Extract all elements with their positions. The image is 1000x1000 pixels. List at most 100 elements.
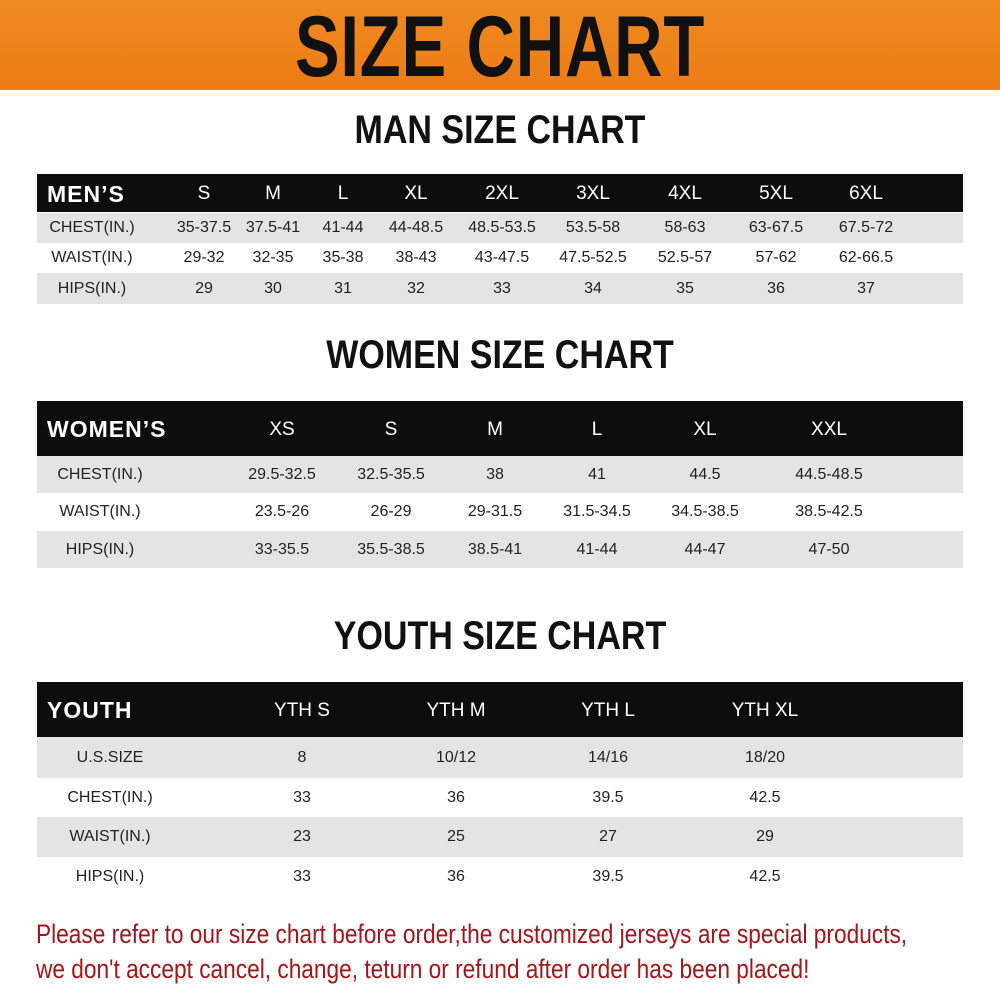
size-column-header: YTH XL xyxy=(731,699,799,721)
size-column-header: S xyxy=(384,418,398,440)
table-row: CHEST(IN.) 33 36 39.5 42.5 xyxy=(37,778,963,817)
table-cell: 42.5 xyxy=(749,868,781,885)
table-cell: 29.5-32.5 xyxy=(248,465,316,483)
table-cell: 35.5-38.5 xyxy=(357,540,425,558)
women-heading: WOMEN SIZE CHART xyxy=(326,333,674,377)
table-cell: 62-66.5 xyxy=(838,249,894,266)
size-column-header: 6XL xyxy=(849,183,883,204)
table-cell: 41-44 xyxy=(576,540,618,558)
table-cell: 63-67.5 xyxy=(748,219,804,236)
table-cell: 33-35.5 xyxy=(254,540,310,558)
table-row: HIPS(IN.) 33-35.5 35.5-38.5 38.5-41 41-44 44-… xyxy=(37,531,963,568)
men-heading: MAN SIZE CHART xyxy=(354,108,646,152)
men-header-label: MEN’S xyxy=(47,180,125,207)
table-cell: 48.5-53.5 xyxy=(468,219,536,236)
size-column-header: YTH L xyxy=(581,699,635,721)
table-cell: 58-63 xyxy=(664,219,706,236)
table-cell: 37 xyxy=(857,279,875,297)
table-cell: 35-37.5 xyxy=(176,219,232,236)
table-cell: 52.5-57 xyxy=(657,249,713,266)
table-cell: 18/20 xyxy=(744,748,786,766)
size-column-header: M xyxy=(265,183,281,204)
row-label: HIPS(IN.) xyxy=(75,868,145,885)
table-cell: 42.5 xyxy=(749,788,781,806)
notice-line-2: we don't accept cancel, change, teturn o… xyxy=(36,954,810,984)
row-label: WAIST(IN.) xyxy=(59,503,141,520)
table-cell: 38-43 xyxy=(395,249,437,266)
table-cell: 26-29 xyxy=(370,503,412,520)
table-row: WAIST(IN.) 29-32 32-35 35-38 38-43 43-47.5 47.… xyxy=(37,243,963,273)
table-cell: 44-48.5 xyxy=(388,219,444,236)
table-cell: 39.5 xyxy=(592,788,624,806)
table-cell: 36 xyxy=(447,788,465,806)
row-label: HIPS(IN.) xyxy=(57,279,127,297)
row-label: CHEST(IN.) xyxy=(49,219,135,236)
table-cell: 44.5 xyxy=(689,465,721,483)
size-column-header: 5XL xyxy=(759,183,793,204)
women-table-header: WOMEN’S XS S M L XL XXL xyxy=(37,401,963,456)
table-row: CHEST(IN.) 29.5-32.5 32.5-35.5 38 41 44.5 44.5… xyxy=(37,456,963,493)
table-cell: 29 xyxy=(195,279,213,297)
table-cell: 10/12 xyxy=(435,748,477,766)
table-cell: 35-38 xyxy=(322,249,364,266)
table-cell: 36 xyxy=(447,868,465,885)
table-cell: 29-32 xyxy=(183,249,225,266)
table-cell: 31 xyxy=(334,279,352,297)
table-cell: 47-50 xyxy=(808,540,850,558)
size-chart-banner: SIZE CHART xyxy=(0,0,1000,90)
table-cell: 34.5-38.5 xyxy=(671,503,739,520)
table-cell: 53.5-58 xyxy=(565,219,621,236)
row-label: WAIST(IN.) xyxy=(51,249,133,266)
table-cell: 37.5-41 xyxy=(245,219,301,236)
table-cell: 41 xyxy=(588,465,606,483)
size-column-header: XS xyxy=(269,418,295,440)
size-column-header: L xyxy=(337,183,349,204)
table-cell: 36 xyxy=(767,279,785,297)
table-cell: 57-62 xyxy=(755,249,797,266)
table-cell: 8 xyxy=(297,748,307,766)
table-cell: 34 xyxy=(584,279,602,297)
table-cell: 29 xyxy=(756,828,774,845)
size-column-header: 4XL xyxy=(668,183,702,204)
table-cell: 33 xyxy=(293,868,311,885)
table-row: HIPS(IN.) 29 30 31 32 33 34 35 36 37 xyxy=(37,273,963,304)
table-cell: 30 xyxy=(264,279,282,297)
row-label: HIPS(IN.) xyxy=(65,540,135,558)
table-cell: 31.5-34.5 xyxy=(563,503,631,520)
table-cell: 47.5-52.5 xyxy=(559,249,627,266)
size-column-header: M xyxy=(487,418,503,440)
table-cell: 44-47 xyxy=(684,540,726,558)
size-column-header: XXL xyxy=(811,418,847,440)
table-row: WAIST(IN.) 23 25 27 29 xyxy=(37,817,963,857)
table-cell: 25 xyxy=(447,828,465,845)
table-cell: 67.5-72 xyxy=(838,219,894,236)
size-column-header: 2XL xyxy=(485,183,519,204)
table-cell: 33 xyxy=(493,279,511,297)
size-column-header: L xyxy=(591,418,603,440)
youth-table-header: YOUTH YTH S YTH M YTH L YTH XL xyxy=(37,682,963,737)
table-row: WAIST(IN.) 23.5-26 26-29 29-31.5 31.5-34.5 34… xyxy=(37,493,963,531)
size-column-header: YTH S xyxy=(274,699,330,721)
youth-header-label: YOUTH xyxy=(47,697,133,723)
size-column-header: XL xyxy=(693,418,717,440)
page-title: SIZE CHART xyxy=(294,0,706,95)
table-row: CHEST(IN.) 35-37.5 37.5-41 41-44 44-48.5 48.5… xyxy=(37,213,963,243)
row-label: CHEST(IN.) xyxy=(57,465,143,483)
table-cell: 39.5 xyxy=(592,868,624,885)
table-cell: 32-35 xyxy=(252,249,294,266)
size-column-header: XL xyxy=(404,183,428,204)
size-column-header: YTH M xyxy=(426,699,486,721)
row-label: U.S.SIZE xyxy=(76,748,144,766)
notice-line-1: Please refer to our size chart before or… xyxy=(36,919,908,949)
table-cell: 38.5-42.5 xyxy=(795,503,863,520)
table-cell: 29-31.5 xyxy=(467,503,523,520)
table-row: HIPS(IN.) 33 36 39.5 42.5 xyxy=(37,857,963,897)
table-cell: 27 xyxy=(599,828,617,845)
size-column-header: S xyxy=(197,183,211,204)
table-cell: 35 xyxy=(676,279,694,297)
table-cell: 32 xyxy=(407,279,425,297)
table-cell: 14/16 xyxy=(587,748,629,766)
table-cell: 41-44 xyxy=(322,219,364,236)
table-row: U.S.SIZE 8 10/12 14/16 18/20 xyxy=(37,737,963,778)
table-cell: 23.5-26 xyxy=(254,503,310,520)
